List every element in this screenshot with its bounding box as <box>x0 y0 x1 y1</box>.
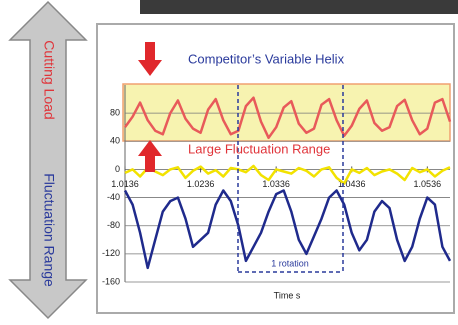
series-line <box>123 189 452 270</box>
double-arrow <box>8 0 88 320</box>
x-axis-label: Time s <box>274 290 301 300</box>
y-tick-label: -120 <box>102 248 120 258</box>
annotation: 1 rotation <box>271 258 309 268</box>
y-tick-label: -80 <box>107 220 120 230</box>
x-tick-label: 1.0436 <box>338 179 366 189</box>
grid: -160 -120 -80 -40 0 40 80 1.0136 1.0236 1.0336 1.0… <box>102 85 450 286</box>
side-label: Cutting Load <box>41 40 57 119</box>
y-tick-label: -160 <box>102 276 120 286</box>
series-line <box>123 96 452 140</box>
photo-strip <box>140 0 458 14</box>
series-line <box>124 164 451 185</box>
up-arrow <box>138 140 162 172</box>
side-label: Fluctuation Range <box>41 173 57 287</box>
x-tick-label: 1.0536 <box>414 179 442 189</box>
annotation: Large Fluctuation Range <box>188 141 330 156</box>
panel <box>96 23 455 314</box>
y-tick-label: 80 <box>110 108 120 118</box>
y-tick-label: 40 <box>110 136 120 146</box>
annotation: Competitor’s Variable Helix <box>188 51 345 66</box>
y-tick-label: 0 <box>115 164 120 174</box>
down-arrow <box>138 42 162 76</box>
x-tick-label: 1.0336 <box>262 179 290 189</box>
x-tick-label: 1.0136 <box>111 179 139 189</box>
x-tick-label: 1.0236 <box>187 179 215 189</box>
y-tick-label: -40 <box>107 192 120 202</box>
lines <box>123 96 452 270</box>
